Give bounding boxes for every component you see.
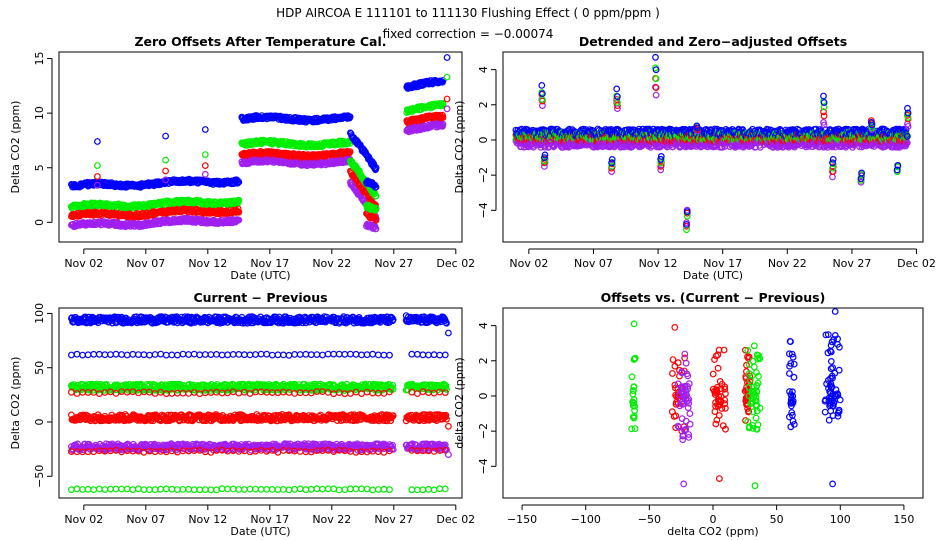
data-point bbox=[443, 95, 451, 103]
x-tick-label: Nov 12 bbox=[188, 257, 227, 270]
x-tick-label: Nov 27 bbox=[374, 257, 413, 270]
data-point bbox=[201, 162, 209, 170]
figure-subtitle: fixed correction = −0.00074 bbox=[382, 27, 554, 41]
y-tick-label: 10 bbox=[33, 106, 46, 120]
figure-title: HDP AIRCOA E 111101 to 111130 Flushing E… bbox=[276, 6, 660, 20]
y-axis: 0 5 10 15 Delta CO2 (ppm) bbox=[9, 52, 53, 226]
x-axis: Nov 02 Nov 07 Nov 12 Nov 17 Nov 22 Nov 27 Dec … bbox=[64, 248, 475, 282]
chart-panel-2: Nov 02 Nov 07 Nov 12 Nov 17 Nov 22 Nov 27 Dec … bbox=[453, 34, 936, 282]
data-point bbox=[201, 126, 209, 133]
data-point bbox=[93, 138, 101, 145]
y-axis-label: Delta CO2 (ppm) bbox=[9, 101, 22, 194]
chart-panel-1: Nov 02 Nov 07 Nov 12 Nov 17 Nov 22 Nov 27 Dec … bbox=[9, 34, 475, 282]
data-point bbox=[201, 151, 209, 159]
data-point bbox=[443, 54, 451, 61]
data-point bbox=[93, 173, 101, 180]
data-point bbox=[443, 73, 451, 81]
data-points bbox=[67, 54, 451, 233]
y-tick-label: 0 bbox=[33, 219, 46, 226]
data-point bbox=[93, 162, 101, 170]
data-point bbox=[201, 170, 209, 178]
data-point bbox=[162, 167, 170, 175]
y-tick-label: 5 bbox=[33, 164, 46, 171]
data-point bbox=[162, 156, 170, 164]
data-point bbox=[443, 105, 451, 113]
x-tick-label: Nov 22 bbox=[312, 257, 351, 270]
data-point bbox=[162, 132, 170, 140]
x-tick-label: Nov 02 bbox=[64, 257, 103, 270]
x-tick-label: Nov 07 bbox=[126, 257, 165, 270]
x-axis-label: Date (UTC) bbox=[230, 269, 290, 282]
x-tick-label: Dec 02 bbox=[436, 257, 475, 270]
chart-title: Zero Offsets After Temperature Cal. bbox=[134, 34, 386, 49]
data-points bbox=[512, 53, 912, 234]
y-tick-label: 15 bbox=[33, 52, 46, 66]
